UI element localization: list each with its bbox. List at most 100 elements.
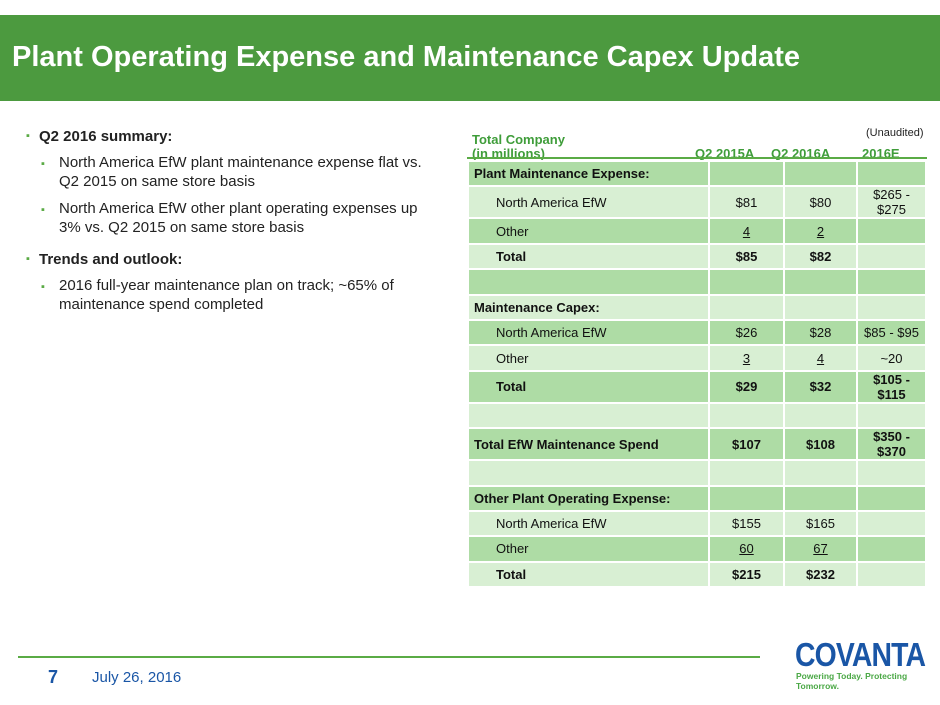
table-row: North America EfW $26 $28 $85 - $95 [467,318,927,347]
row-label [467,459,710,487]
cell-value: $155 [708,509,785,538]
covanta-logo: COVANTA [795,636,926,673]
header-divider [467,157,927,159]
expense-table: Plant Maintenance Expense: North America … [467,159,927,589]
cell-text: $32 [809,379,832,395]
table-row: North America EfW $81 $80 $265 - $275 [467,185,927,220]
cell-text: 60 [739,541,754,557]
cell-text: Other [496,350,529,366]
cell-value: 60 [708,535,785,563]
cell-value: 3 [708,344,785,372]
cell-value [783,268,858,296]
cell-text: 4 [742,223,751,239]
cell-text: Other Plant Operating Expense: [474,490,671,506]
table-row: Total $29 $32 $105 - $115 [467,369,927,404]
cell-value: $32 [783,369,858,404]
cell-text: Plant Maintenance Expense: [474,166,650,182]
bullet-list: Q2 2016 summary: North America EfW plant… [26,128,436,322]
cell-value: ~20 [856,344,927,372]
page-number: 7 [48,667,59,687]
row-label: North America EfW [467,509,710,538]
sub-bullet: North America EfW plant maintenance expe… [39,153,436,191]
row-label: Other [467,217,710,245]
sub-bullet: North America EfW other plant operating … [39,199,436,237]
cell-value: $215 [708,560,785,589]
cell-text: $105 - $115 [873,371,910,402]
cell-value [856,293,927,321]
cell-value: $265 - $275 [856,185,927,220]
table-row: Total $85 $82 [467,242,927,271]
cell-text: 2 [816,223,825,239]
bullet: Q2 2016 summary: [26,128,436,145]
cell-text: $80 [809,194,832,210]
cell-value: 4 [783,344,858,372]
table-row: Other 60 67 [467,535,927,563]
cell-text: Maintenance Capex: [474,299,600,315]
cell-value: $81 [708,185,785,220]
row-label [467,401,710,430]
cell-value [783,459,858,487]
cell-text: $107 [732,436,761,452]
cell-text: 67 [813,541,828,557]
cell-value: $28 [783,318,858,347]
table-row: Maintenance Capex: [467,293,927,321]
cell-value [856,560,927,589]
cell-value: $232 [783,560,858,589]
sub-bullet: 2016 full-year maintenance plan on track… [39,276,436,314]
cell-text: $108 [806,436,835,452]
bullet: Trends and outlook: [26,251,436,268]
unaudited-note: (Unaudited) [866,127,924,139]
cell-text: Other [496,223,529,239]
cell-value: 67 [783,535,858,563]
footer-date: July 26, 2016 [92,669,182,686]
cell-text: Total [496,566,527,582]
cell-text: Total EfW Maintenance Spend [474,436,659,452]
cell-value: $80 [783,185,858,220]
cell-value [783,159,858,188]
cell-value [856,484,927,512]
cell-text: $232 [806,566,835,582]
cell-value [708,401,785,430]
table-row [467,459,927,487]
cell-value: $107 [708,427,785,462]
table-row: Total EfW Maintenance Spend $107 $108 $350 … [467,427,927,462]
cell-value [856,268,927,296]
table-row: Other Plant Operating Expense: [467,484,927,512]
table-row: Other 3 4 ~20 [467,344,927,372]
cell-text: $26 [735,325,758,341]
row-label: Maintenance Capex: [467,293,710,321]
table-row: North America EfW $155 $165 [467,509,927,538]
cell-value: $105 - $115 [856,369,927,404]
row-label: North America EfW [467,318,710,347]
table-row: Plant Maintenance Expense: [467,159,927,188]
cell-value [856,217,927,245]
cell-value [708,484,785,512]
row-label: North America EfW [467,185,710,220]
cell-text: $155 [732,516,761,532]
cell-value [856,509,927,538]
cell-value [856,401,927,430]
cell-value: $85 [708,242,785,271]
cell-value: $82 [783,242,858,271]
cell-value [708,159,785,188]
row-label: Total [467,560,710,589]
cell-text: $81 [735,194,758,210]
row-label: Plant Maintenance Expense: [467,159,710,188]
cell-text: Total [496,379,527,395]
row-label [467,268,710,296]
cell-value [783,293,858,321]
cell-value [708,268,785,296]
row-label: Other [467,344,710,372]
cell-value: $26 [708,318,785,347]
cell-value: $29 [708,369,785,404]
cell-text: North America EfW [496,325,607,341]
logo-tagline: Powering Today. Protecting Tomorrow. [796,671,908,691]
cell-text: $82 [809,248,832,264]
cell-value [708,459,785,487]
cell-value [856,159,927,188]
cell-text: $28 [809,325,832,341]
cell-text: $29 [735,379,758,395]
cell-text: $215 [732,566,761,582]
footer-divider [18,656,760,658]
table-row: Total $215 $232 [467,560,927,589]
